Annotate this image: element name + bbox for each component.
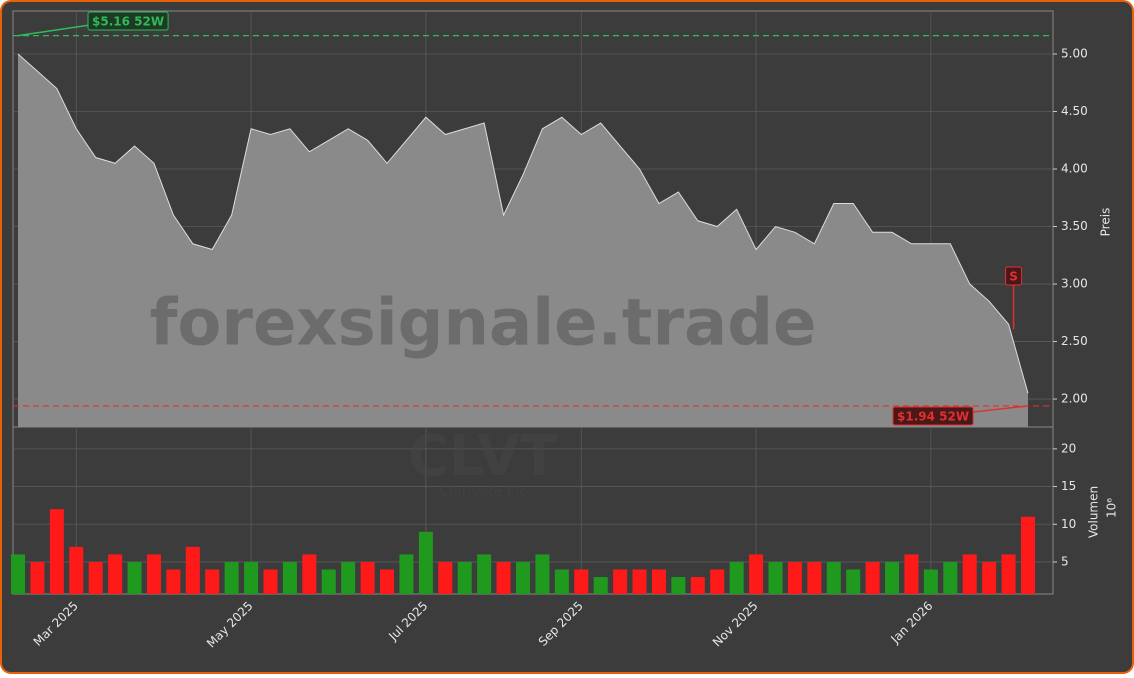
volume-bar	[418, 531, 433, 594]
volume-bar	[263, 569, 278, 594]
volume-bar	[166, 569, 181, 594]
volume-bar	[846, 569, 861, 594]
volume-bar	[554, 569, 569, 594]
volume-bar	[302, 554, 317, 594]
y-tick-label: 2.00	[1061, 392, 1088, 406]
volume-bar	[321, 569, 336, 594]
volume-bar	[380, 569, 395, 594]
volume-axis-label: Volumen	[1087, 486, 1101, 538]
volume-bar	[671, 577, 686, 594]
annotation-label: $1.94 52W	[897, 410, 969, 424]
volume-bar	[923, 569, 938, 594]
price-line	[17, 53, 1029, 394]
volume-bar	[651, 569, 666, 594]
volume-bar	[885, 561, 900, 594]
volume-bar	[710, 569, 725, 594]
company: Clarivate Plc	[439, 484, 526, 500]
volume-bar	[477, 554, 492, 594]
volume-bar	[729, 561, 744, 594]
annotation-box	[87, 11, 169, 31]
price-axis-label: Preis	[1099, 208, 1113, 237]
volume-bar	[69, 546, 84, 594]
volume-bar	[341, 561, 356, 594]
y-tick-label: 3.00	[1061, 277, 1088, 291]
volume-bar	[982, 561, 997, 594]
volume-bar	[904, 554, 919, 594]
volume-bar	[613, 569, 628, 594]
volume-bar	[127, 561, 142, 594]
volume-bar	[574, 569, 589, 594]
annotation-arrow	[972, 405, 1029, 413]
y-tick-label: 4.50	[1061, 104, 1088, 118]
volume-bar	[535, 554, 550, 594]
volume-bar	[360, 561, 375, 594]
volume-bar	[11, 554, 25, 594]
volume-bar	[224, 561, 239, 594]
volume-bar	[807, 561, 822, 594]
y-tick-label: 5	[1061, 554, 1069, 568]
signal-label: S	[1009, 270, 1018, 284]
volume-bar	[865, 561, 880, 594]
volume-bar	[749, 554, 764, 594]
volume-bar	[516, 561, 530, 594]
volume-bar	[943, 561, 958, 594]
y-tick-label: 2.50	[1061, 334, 1088, 348]
volume-bar	[88, 561, 103, 594]
y-tick-label: 15	[1061, 479, 1076, 493]
volume-bar	[962, 554, 977, 594]
volume-bar	[457, 561, 472, 594]
volume-bar	[282, 561, 297, 594]
annotation-arrow	[17, 24, 91, 37]
y-tick-label: 10	[1061, 517, 1076, 531]
volume-bar	[496, 561, 511, 594]
watermark: forexsignale.trade	[150, 287, 817, 361]
volume-bar	[690, 577, 705, 594]
volume-bar	[632, 569, 647, 594]
ticker: CLVT	[408, 424, 559, 489]
volume-bar	[593, 577, 608, 594]
price-area	[18, 54, 1028, 428]
volume-bar	[826, 561, 841, 594]
annotation-label: $5.16 52W	[92, 15, 164, 29]
y-tick-label: 5.00	[1061, 47, 1088, 61]
volume-bar	[768, 561, 783, 594]
volume-bar	[399, 554, 414, 594]
volume-unit: 10⁶	[1105, 498, 1119, 518]
volume-bar	[1021, 516, 1035, 594]
volume-bar	[146, 554, 161, 594]
volume-bar	[244, 561, 259, 594]
annotation-box	[892, 406, 974, 426]
volume-bar	[108, 554, 123, 594]
signal-box	[1005, 266, 1023, 286]
volume-bar	[185, 546, 200, 594]
y-tick-label: 3.50	[1061, 219, 1088, 233]
volume-bar	[49, 509, 64, 594]
volume-bar	[438, 561, 453, 594]
y-tick-label: 4.00	[1061, 162, 1088, 176]
volume-bar	[30, 561, 45, 594]
volume-bar	[787, 561, 802, 594]
y-tick-label: 20	[1061, 441, 1076, 455]
volume-bar	[205, 569, 220, 594]
volume-bar	[1001, 554, 1016, 594]
